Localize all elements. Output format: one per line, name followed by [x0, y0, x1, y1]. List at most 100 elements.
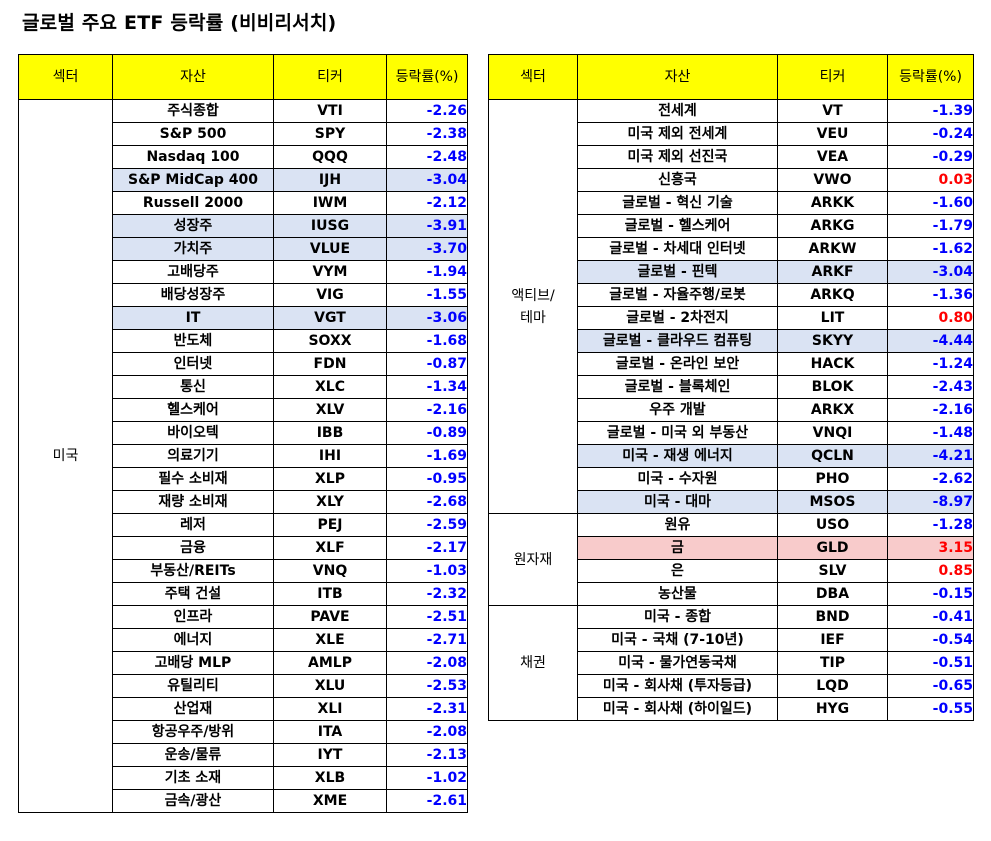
change-cell: -3.04 [887, 260, 974, 284]
ticker-cell: DBA [777, 582, 888, 606]
ticker-cell: IHI [273, 444, 387, 468]
table-row: 글로벌 - 온라인 보안 HACK -1.24 [489, 352, 974, 376]
asset-cell: 유틸리티 [112, 674, 274, 698]
asset-cell: 운송/물류 [112, 743, 274, 767]
table-row: 원자재 원유 USO -1.28 [488, 513, 974, 606]
table-row: 의료기기 IHI -1.69 [19, 444, 468, 468]
table-row: 신흥국 VWO 0.03 [489, 168, 974, 192]
asset-cell: 레저 [112, 513, 274, 537]
table-row: 헬스케어 XLV -2.16 [19, 398, 468, 422]
change-cell: 0.03 [887, 168, 974, 192]
change-cell: -2.13 [386, 743, 468, 767]
ticker-cell: XLY [273, 490, 387, 514]
asset-cell: 바이오텍 [112, 421, 274, 445]
asset-cell: 가치주 [112, 237, 274, 261]
change-cell: -2.17 [386, 536, 468, 560]
asset-cell: 재량 소비재 [112, 490, 274, 514]
asset-cell: 글로벌 - 블록체인 [577, 375, 778, 399]
asset-cell: 미국 - 물가연동국채 [577, 651, 778, 675]
ticker-cell: XLP [273, 467, 387, 491]
change-cell: -0.95 [386, 467, 468, 491]
ticker-cell: ARKW [777, 237, 888, 261]
ticker-cell: XLB [273, 766, 387, 790]
change-cell: -4.21 [887, 444, 974, 468]
asset-cell: 의료기기 [112, 444, 274, 468]
ticker-cell: BND [777, 605, 888, 629]
change-cell: -3.70 [386, 237, 468, 261]
asset-cell: 미국 - 대마 [577, 490, 778, 514]
ticker-cell: PAVE [273, 605, 387, 629]
ticker-cell: IEF [777, 628, 888, 652]
asset-cell: Russell 2000 [112, 191, 274, 215]
change-cell: -0.54 [887, 628, 974, 652]
asset-cell: 금속/광산 [112, 789, 274, 813]
change-cell: -3.91 [386, 214, 468, 238]
asset-cell: 미국 - 국채 (7-10년) [577, 628, 778, 652]
ticker-cell: ARKQ [777, 283, 888, 307]
ticker-cell: ITA [273, 720, 387, 744]
ticker-cell: QCLN [777, 444, 888, 468]
ticker-cell: BLOK [777, 375, 888, 399]
header-ticker: 티커 [273, 54, 387, 100]
ticker-cell: VT [777, 99, 888, 123]
table-row: Nasdaq 100 QQQ -2.48 [19, 145, 468, 169]
asset-cell: 글로벌 - 혁신 기술 [577, 191, 778, 215]
asset-cell: 에너지 [112, 628, 274, 652]
table-row: 미국 - 물가연동국채 TIP -0.51 [489, 651, 974, 675]
header-change: 등락률(%) [887, 54, 974, 100]
asset-cell: 글로벌 - 2차전지 [577, 306, 778, 330]
change-cell: -2.08 [386, 720, 468, 744]
asset-cell: 인터넷 [112, 352, 274, 376]
change-cell: -2.26 [386, 99, 468, 123]
change-cell: -0.15 [887, 582, 974, 606]
table-row: 금융 XLF -2.17 [19, 536, 468, 560]
asset-cell: 금융 [112, 536, 274, 560]
asset-cell: 배당성장주 [112, 283, 274, 307]
change-cell: -0.87 [386, 352, 468, 376]
ticker-cell: SLV [777, 559, 888, 583]
ticker-cell: VYM [273, 260, 387, 284]
change-cell: -0.89 [386, 421, 468, 445]
change-cell: -0.55 [887, 697, 974, 721]
change-cell: 3.15 [887, 536, 974, 560]
sector-cell: 미국 [18, 99, 113, 813]
asset-cell: 미국 - 수자원 [577, 467, 778, 491]
asset-cell: 농산물 [577, 582, 778, 606]
change-cell: -1.69 [386, 444, 468, 468]
table-row: 미국 - 국채 (7-10년) IEF -0.54 [489, 628, 974, 652]
asset-cell: 미국 제외 전세계 [577, 122, 778, 146]
asset-cell: 주택 건설 [112, 582, 274, 606]
table-row: 고배당주 VYM -1.94 [19, 260, 468, 284]
asset-cell: 글로벌 - 헬스케어 [577, 214, 778, 238]
asset-cell: 우주 개발 [577, 398, 778, 422]
asset-cell: 신흥국 [577, 168, 778, 192]
right-etf-table: 섹터 자산 티커 등락률(%) 액티브/ 테마 전세계 VT -1.39 미국 제외 전… [488, 54, 974, 721]
asset-cell: Nasdaq 100 [112, 145, 274, 169]
change-cell: -2.38 [386, 122, 468, 146]
asset-cell: 통신 [112, 375, 274, 399]
change-cell: -0.51 [887, 651, 974, 675]
change-cell: -1.55 [386, 283, 468, 307]
ticker-cell: PEJ [273, 513, 387, 537]
ticker-cell: USO [777, 513, 888, 537]
asset-cell: S&P 500 [112, 122, 274, 146]
table-row: 산업재 XLI -2.31 [19, 697, 468, 721]
table-row: 미국 - 회사채 (하이일드) HYG -0.55 [489, 697, 974, 721]
table-row: 글로벌 - 2차전지 LIT 0.80 [489, 306, 974, 330]
asset-cell: 산업재 [112, 697, 274, 721]
asset-cell: 기초 소재 [112, 766, 274, 790]
ticker-cell: VLUE [273, 237, 387, 261]
table-row: 글로벌 - 클라우드 컴퓨팅 SKYY -4.44 [489, 329, 974, 353]
header-sector: 섹터 [18, 54, 113, 100]
table-row: 미국 제외 선진국 VEA -0.29 [489, 145, 974, 169]
ticker-cell: XLE [273, 628, 387, 652]
change-cell: -2.43 [887, 375, 974, 399]
ticker-cell: VNQ [273, 559, 387, 583]
ticker-cell: VIG [273, 283, 387, 307]
change-cell: -0.41 [887, 605, 974, 629]
left-etf-table: 섹터 자산 티커 등락률(%) 미국 주식종합 VTI -2.26 S&P 500 SPY… [18, 54, 468, 813]
ticker-cell: QQQ [273, 145, 387, 169]
table-row: 미국 - 수자원 PHO -2.62 [489, 467, 974, 491]
change-cell: -4.44 [887, 329, 974, 353]
change-cell: -1.62 [887, 237, 974, 261]
